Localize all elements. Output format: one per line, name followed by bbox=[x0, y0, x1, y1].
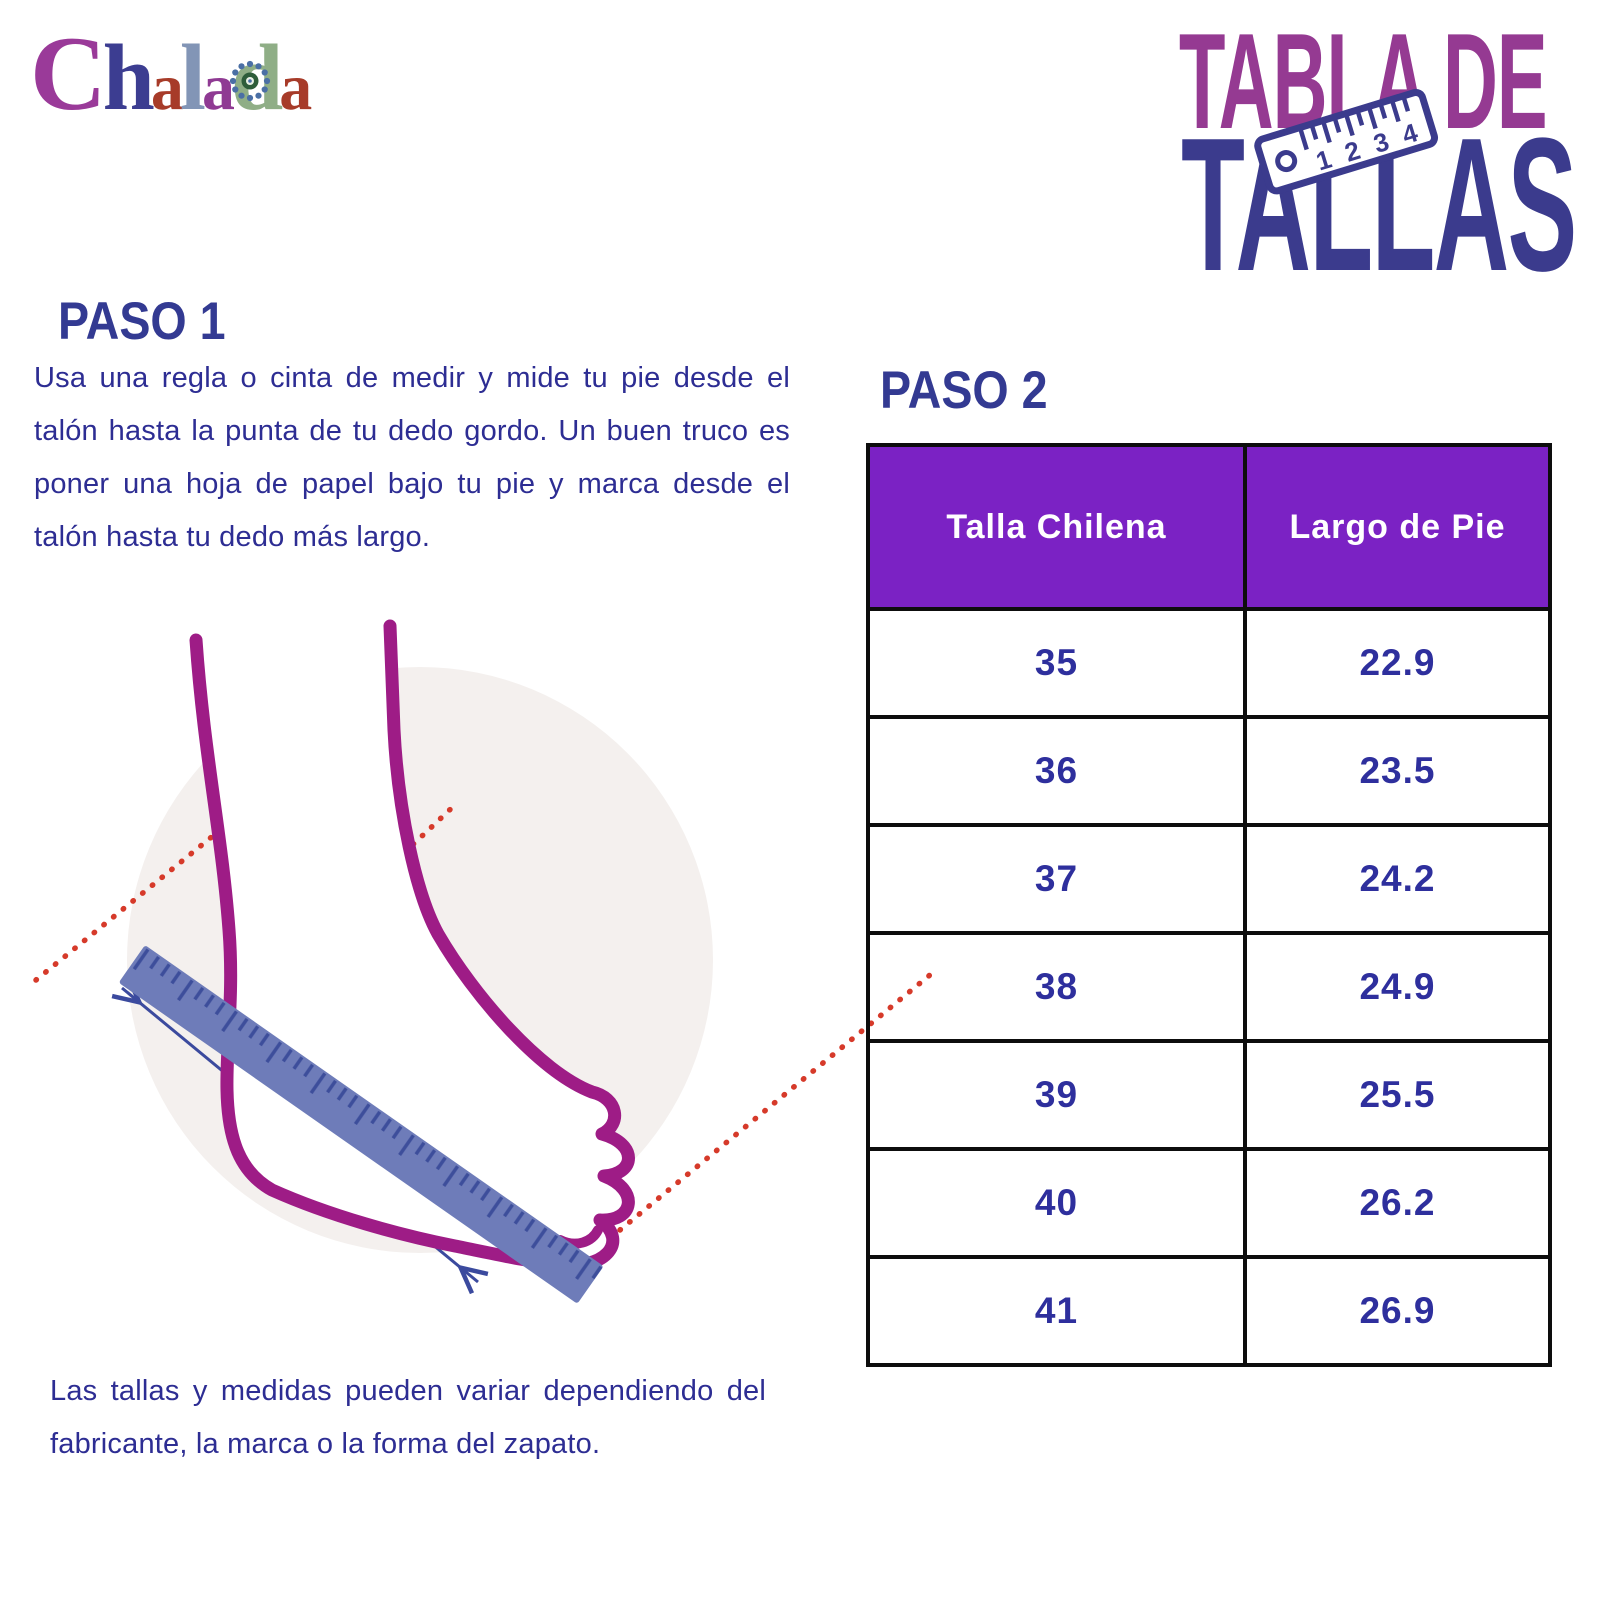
table-row: 40 26.2 bbox=[866, 1147, 1552, 1259]
largo-value: 23.5 bbox=[1243, 715, 1552, 827]
table-row: 36 23.5 bbox=[866, 715, 1552, 827]
table-row: 37 24.2 bbox=[866, 823, 1552, 935]
paso1-instructions: Usa una regla o cinta de medir y mide tu… bbox=[34, 362, 790, 553]
column-header-talla-chilena: Talla Chilena bbox=[866, 443, 1247, 611]
talla-value: 41 bbox=[866, 1255, 1247, 1367]
logo-mandala-icon bbox=[229, 60, 271, 102]
talla-value: 38 bbox=[866, 931, 1247, 1043]
heel-guide-line bbox=[33, 705, 373, 983]
table-row: 39 25.5 bbox=[866, 1039, 1552, 1151]
largo-value: 24.2 bbox=[1243, 823, 1552, 935]
disclaimer-note: Las tallas y medidas pueden variar depen… bbox=[50, 1375, 766, 1460]
ankle-guide-line bbox=[383, 799, 461, 873]
largo-value: 25.5 bbox=[1243, 1039, 1552, 1151]
ruler-icon: 1 2 3 4 bbox=[1254, 88, 1439, 195]
talla-value: 40 bbox=[866, 1147, 1247, 1259]
largo-value: 22.9 bbox=[1243, 607, 1552, 719]
talla-value: 39 bbox=[866, 1039, 1247, 1151]
paso2-heading: PASO 2 bbox=[880, 361, 1048, 420]
foot-measure-illustration bbox=[33, 619, 939, 1303]
size-table: Talla Chilena Largo de Pie 35 22.9 36 23… bbox=[866, 443, 1552, 1367]
table-row: 38 24.9 bbox=[866, 931, 1552, 1043]
logo-letter: d bbox=[229, 22, 283, 134]
largo-value: 26.2 bbox=[1243, 1147, 1552, 1259]
logo-letter: h bbox=[102, 26, 155, 130]
talla-value: 36 bbox=[866, 715, 1247, 827]
brand-logo: Chalad a bbox=[30, 15, 312, 161]
largo-value: 26.9 bbox=[1243, 1255, 1552, 1367]
logo-letter: l bbox=[179, 26, 206, 130]
table-row: 35 22.9 bbox=[866, 607, 1552, 719]
talla-value: 37 bbox=[866, 823, 1247, 935]
size-table-header-row: Talla Chilena Largo de Pie bbox=[866, 443, 1552, 611]
table-row: 41 26.9 bbox=[866, 1255, 1552, 1367]
largo-value: 24.9 bbox=[1243, 931, 1552, 1043]
column-header-largo-de-pie: Largo de Pie bbox=[1243, 443, 1552, 611]
logo-letter: a bbox=[279, 51, 312, 124]
logo-letter: a bbox=[201, 51, 235, 124]
paso1-heading: PASO 1 bbox=[58, 292, 226, 351]
measuring-ruler bbox=[119, 946, 603, 1303]
red-dotted-guides bbox=[33, 705, 939, 1233]
logo-letter: a bbox=[150, 51, 184, 124]
talla-value: 35 bbox=[866, 607, 1247, 719]
logo-letter: C bbox=[30, 15, 107, 132]
